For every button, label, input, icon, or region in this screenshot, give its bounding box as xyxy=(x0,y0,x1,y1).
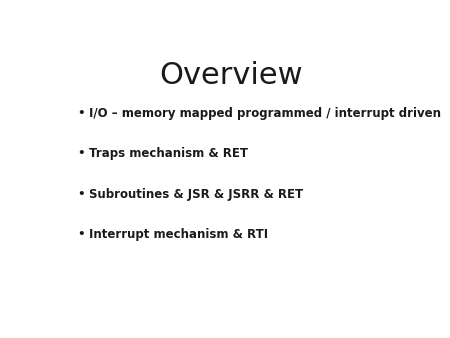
Text: I/O – memory mapped programmed / interrupt driven: I/O – memory mapped programmed / interru… xyxy=(90,107,441,120)
Text: •: • xyxy=(77,147,85,160)
Text: •: • xyxy=(77,188,85,201)
Text: Overview: Overview xyxy=(159,62,302,90)
Text: Subroutines & JSR & JSRR & RET: Subroutines & JSR & JSRR & RET xyxy=(90,188,303,201)
Text: Traps mechanism & RET: Traps mechanism & RET xyxy=(90,147,248,160)
Text: Interrupt mechanism & RTI: Interrupt mechanism & RTI xyxy=(90,228,269,241)
Text: •: • xyxy=(77,107,85,120)
Text: •: • xyxy=(77,228,85,241)
